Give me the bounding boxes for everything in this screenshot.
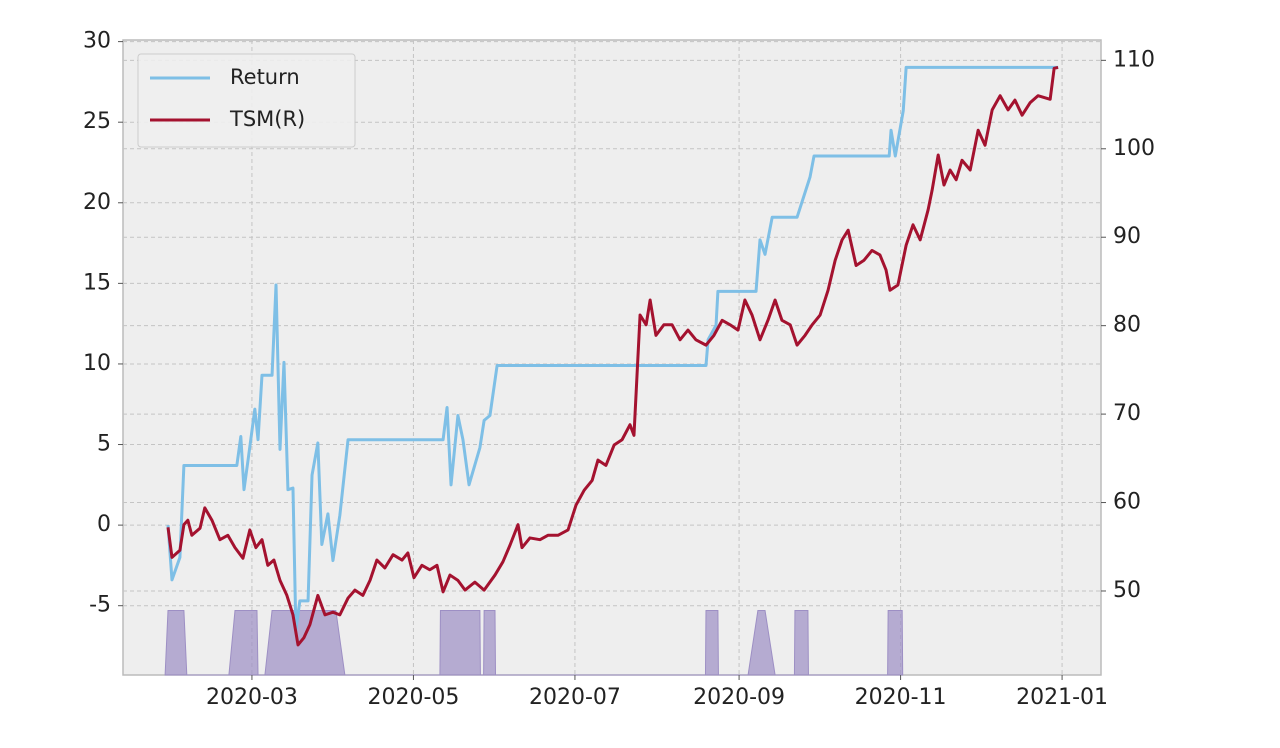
y-tick-label: 25	[83, 109, 111, 134]
y2-tick-label: 100	[1113, 136, 1155, 161]
x-tick-label: 2020-05	[367, 685, 459, 710]
legend-label: TSM(R)	[229, 107, 305, 131]
ticks: 2020-03 2020-05 2020-07 2020-09 2020-11 2021-…	[83, 29, 1155, 710]
x-tick-label: 2021-01	[1016, 685, 1108, 710]
legend-label: Return	[230, 65, 300, 89]
y-tick-label: 5	[97, 432, 111, 457]
y-tick-label: 10	[83, 351, 111, 376]
y-tick-label: 20	[83, 190, 111, 215]
y2-tick-label: 50	[1113, 578, 1141, 603]
y2-tick-label: 70	[1113, 401, 1141, 426]
y-tick-label: 30	[83, 29, 111, 54]
x-tick-label: 2020-09	[693, 685, 785, 710]
legend: Return TSM(R)	[137, 53, 356, 148]
x-tick-label: 2020-03	[206, 685, 298, 710]
y2-tick-label: 80	[1113, 313, 1141, 338]
y2-tick-label: 90	[1113, 224, 1141, 249]
y2-tick-label: 110	[1113, 47, 1155, 72]
y-tick-label: 0	[97, 512, 111, 537]
x-tick-label: 2020-11	[855, 685, 947, 710]
x-tick-label: 2020-07	[529, 685, 621, 710]
y-tick-label: 15	[83, 270, 111, 295]
series-line	[166, 65, 1059, 632]
series-line	[166, 65, 1059, 647]
marks	[164, 65, 1059, 676]
shaded-area	[164, 610, 904, 676]
y-tick-label: -5	[89, 593, 111, 618]
y2-tick-label: 60	[1113, 490, 1141, 515]
